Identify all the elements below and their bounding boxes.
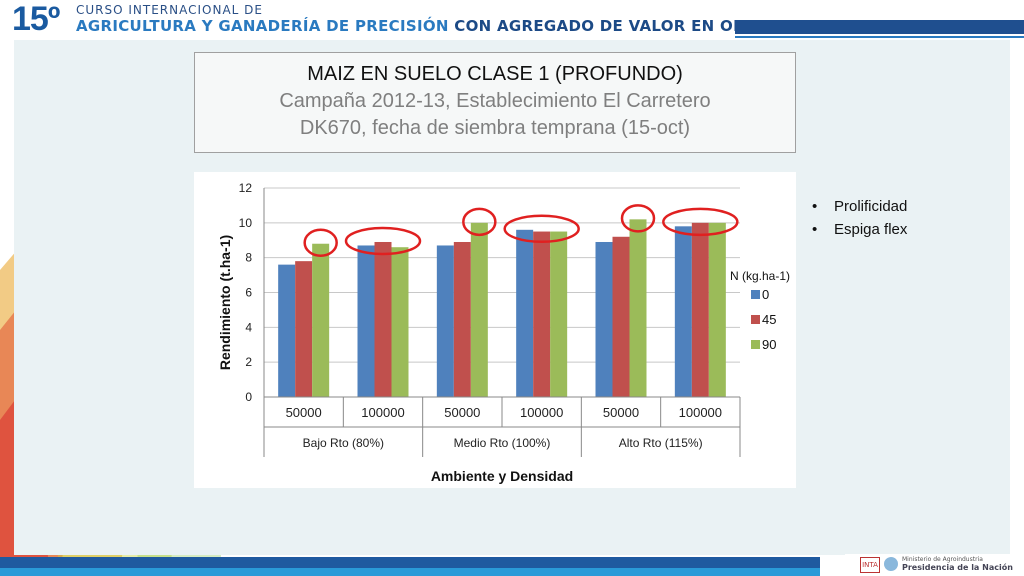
header-line2-part2: CON AGREGADO DE VALOR EN ORIGEN	[454, 17, 787, 35]
highlight-ellipse	[344, 226, 422, 256]
header-line1: CURSO INTERNACIONAL DE	[76, 3, 263, 17]
x-tick-label: 50000	[444, 405, 480, 420]
bar-45-1	[374, 241, 392, 397]
y-tick-label: 4	[245, 320, 252, 334]
x-tick-label: 50000	[603, 405, 639, 420]
slide-title: MAIZ EN SUELO CLASE 1 (PROFUNDO)	[307, 63, 683, 85]
bar-0-3	[516, 229, 534, 397]
legend-label-90: 90	[762, 337, 776, 352]
highlight-ellipse	[662, 207, 739, 237]
y-axis-title: Rendimiento (t.ha-1)	[217, 235, 233, 370]
legend-swatch-90	[751, 340, 760, 349]
bar-90-1	[391, 247, 409, 397]
chart-container: 0 2 4 6 8 10 12 50000 100000 50000 100000 50000 1000…	[194, 172, 796, 488]
x-tick-label: 50000	[286, 405, 322, 420]
legend-label-45: 45	[762, 312, 776, 327]
header-banner: 15º CURSO INTERNACIONAL DE AGRICULTURA Y…	[0, 0, 1024, 40]
bullet-list: • Prolificidad • Espiga flex	[812, 197, 907, 243]
bullet-text: Espiga flex	[834, 221, 908, 238]
highlight-ellipse	[303, 228, 338, 257]
y-tick-label: 2	[245, 355, 252, 369]
bar-90-4	[629, 219, 647, 397]
slide-subtitle-1: Campaña 2012-13, Establecimiento El Carr…	[279, 90, 711, 112]
header-stripe	[735, 20, 1024, 34]
group-label: Alto Rto (115%)	[619, 436, 703, 450]
group-label: Bajo Rto (80%)	[303, 436, 384, 450]
header-line2: AGRICULTURA Y GANADERÍA DE PRECISIÓN CON…	[76, 17, 787, 35]
highlight-ellipse	[462, 207, 497, 237]
bar-90-5	[708, 222, 726, 397]
y-tick-label: 6	[245, 286, 252, 300]
bar-45-5	[691, 222, 709, 397]
bar-45-2	[453, 241, 471, 397]
bullet-item: • Prolificidad	[812, 198, 908, 215]
footer-bar-light	[0, 568, 820, 576]
y-tick-label: 8	[245, 251, 252, 265]
footer-bar	[0, 557, 820, 568]
highlight-ellipse	[503, 214, 580, 244]
y-tick-label: 12	[239, 181, 253, 195]
x-tick-label: 100000	[520, 405, 563, 420]
bar-0-1	[357, 245, 375, 397]
y-tick-label: 0	[245, 390, 252, 404]
course-number: 15º	[12, 0, 60, 38]
x-tick-label: 100000	[361, 405, 404, 420]
bar-90-3	[550, 231, 568, 397]
bar-90-0	[312, 243, 330, 397]
highlight-ellipse	[620, 204, 656, 233]
bar-45-3	[533, 231, 551, 397]
bar-0-2	[436, 245, 454, 397]
bar-45-0	[295, 261, 313, 397]
presidency-label: Presidencia de la Nación	[902, 563, 1013, 572]
legend-swatch-45	[751, 315, 760, 324]
argentina-seal-icon	[884, 557, 898, 571]
bar-45-4	[612, 236, 630, 397]
bar-0-4	[595, 241, 613, 397]
x-axis-title: Ambiente y Densidad	[431, 468, 573, 484]
legend-swatch-0	[751, 290, 760, 299]
legend-label-0: 0	[762, 287, 769, 302]
group-label: Medio Rto (100%)	[454, 436, 551, 450]
legend-title: N (kg.ha-1)	[730, 269, 790, 283]
slide-subtitle-2: DK670, fecha de siembra temprana (15-oct…	[299, 117, 691, 139]
bullet-text: Prolificidad	[834, 198, 908, 215]
bar-0-5	[674, 226, 692, 397]
bar-90-2	[470, 222, 488, 397]
inta-logo: INTA	[860, 557, 880, 573]
bar-chart: 0 2 4 6 8 10 12 50000 100000 50000 100000 50000 1000…	[217, 181, 790, 484]
ministry-label: Ministerio de Agroindustria	[902, 556, 983, 563]
slide-title-box: MAIZ EN SUELO CLASE 1 (PROFUNDO) Campaña…	[194, 52, 796, 153]
y-tick-label: 10	[239, 216, 253, 230]
header-line2-part1: AGRICULTURA Y GANADERÍA DE PRECISIÓN	[76, 17, 449, 35]
bar-0-0	[278, 264, 296, 397]
bullet-item: • Espiga flex	[812, 221, 908, 238]
x-tick-label: 100000	[679, 405, 722, 420]
header-stripe-thin	[735, 36, 1024, 38]
